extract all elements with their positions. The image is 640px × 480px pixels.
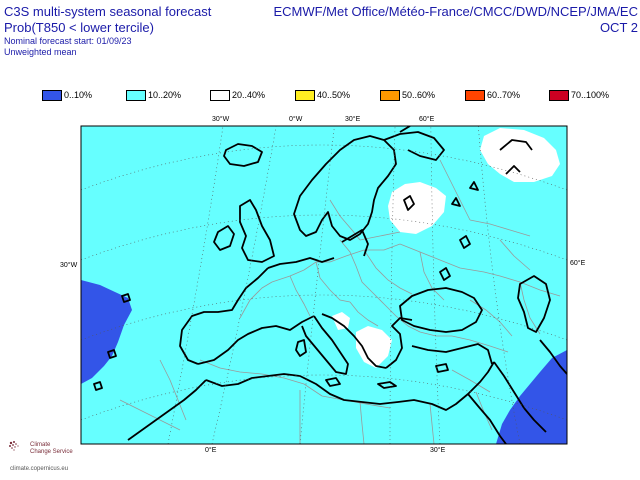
org-line2: Change Service <box>30 449 73 455</box>
legend-label: 70..100% <box>571 90 610 100</box>
legend-label: 10..20% <box>148 90 182 100</box>
legend-label: 0..10% <box>64 90 93 100</box>
copernicus-logo-icon <box>9 441 19 451</box>
region-20-40-russia <box>388 182 446 234</box>
region-20-40-adriatic <box>332 312 350 330</box>
nominal-start: Nominal forecast start: 01/09/23 <box>4 36 132 46</box>
legend-swatch <box>549 90 569 101</box>
title-line2: Prob(T850 < lower tercile) <box>4 20 154 35</box>
lon-label-top: 0°W <box>289 116 303 123</box>
legend-swatch <box>465 90 485 101</box>
map-background <box>81 126 567 444</box>
lon-label-bottom: 30°E <box>430 447 446 454</box>
valid-month: OCT 2 <box>599 20 638 35</box>
lon-label-top: 60°E <box>419 116 435 123</box>
legend-label: 40..50% <box>317 90 351 100</box>
legend-label: 60..70% <box>487 90 521 100</box>
legend-swatch <box>295 90 315 101</box>
copernicus-logo: Climate Change Service climate.copernicu… <box>8 440 73 472</box>
legend-label: 50..60% <box>402 90 436 100</box>
region-20-40-siberia <box>480 128 560 182</box>
title-line1: C3S multi-system seasonal forecast <box>4 4 212 19</box>
org-url: climate.copernicus.eu <box>10 466 69 472</box>
centres-list: ECMWF/Met Office/Météo-France/CMCC/DWD/N… <box>273 4 638 19</box>
lon-label-top: 30°W <box>212 116 230 123</box>
legend-swatch <box>380 90 400 101</box>
org-line1: Climate <box>30 442 51 448</box>
graticule <box>81 126 567 444</box>
weighting-label: Unweighted mean <box>4 47 77 57</box>
title-block: C3S multi-system seasonal forecast Prob(… <box>4 4 211 58</box>
lat-label-left: 30°W <box>60 262 78 269</box>
region-20-40-balkans <box>356 326 392 368</box>
legend-swatch <box>126 90 146 101</box>
lon-label-bottom: 0°E <box>205 447 217 454</box>
lat-label-right: 60°E <box>570 260 586 267</box>
legend-swatch <box>210 90 230 101</box>
title-right-block: ECMWF/Met Office/Météo-France/CMCC/DWD/N… <box>273 4 638 36</box>
map-frame <box>80 125 568 445</box>
region-0-10-arabia <box>496 350 567 444</box>
legend-label: 20..40% <box>232 90 266 100</box>
coastlines <box>93 126 567 444</box>
lon-label-top: 30°E <box>345 116 361 123</box>
legend-swatch <box>42 90 62 101</box>
region-0-10-atlantic <box>81 280 132 384</box>
